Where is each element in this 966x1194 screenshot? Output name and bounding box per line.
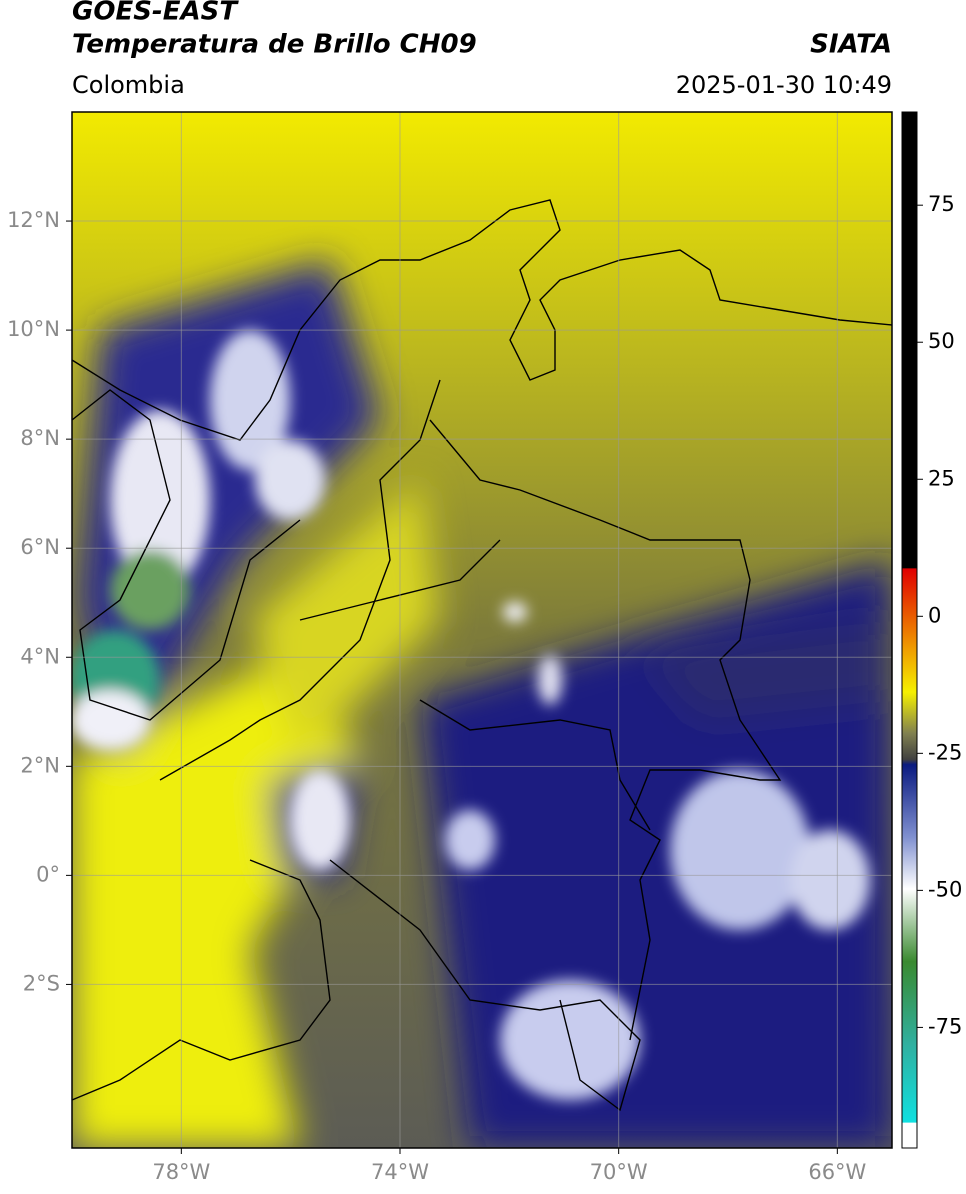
title: GOES-EAST [72, 0, 239, 27]
x-tick-label: 78°W [152, 1160, 210, 1184]
y-tick-label: 10°N [7, 317, 60, 341]
y-tick-label: 2°N [20, 753, 60, 777]
colorbar-tick-label: 75 [928, 192, 955, 216]
colorbar-tick-label: -75 [928, 1014, 962, 1038]
y-tick-label: 2°S [23, 971, 60, 995]
x-tick-label: 70°W [590, 1160, 648, 1184]
colorbar-tick-label: 50 [928, 329, 955, 353]
x-tick-label: 66°W [808, 1160, 866, 1184]
source: SIATA [810, 30, 892, 60]
map-frame [71, 111, 893, 1149]
region: Colombia [72, 71, 185, 99]
colorbar [901, 111, 918, 1149]
y-tick-label: 8°N [20, 426, 60, 450]
x-tick-label: 74°W [371, 1160, 429, 1184]
colorbar-tick-label: 25 [928, 466, 955, 490]
colorbar-tick-label: -25 [928, 740, 962, 764]
y-tick-label: 12°N [7, 208, 60, 232]
y-tick-label: 0° [36, 862, 60, 886]
datetime: 2025-01-30 10:49 [676, 71, 892, 99]
grid [72, 112, 892, 1148]
y-tick-label: 6°N [20, 535, 60, 559]
subtitle: Temperatura de Brillo CH09 [72, 30, 477, 60]
y-tick-label: 4°N [20, 644, 60, 668]
colorbar-tick-label: 0 [928, 603, 941, 627]
colorbar-tick-label: -50 [928, 877, 962, 901]
satellite-image [72, 112, 892, 1148]
